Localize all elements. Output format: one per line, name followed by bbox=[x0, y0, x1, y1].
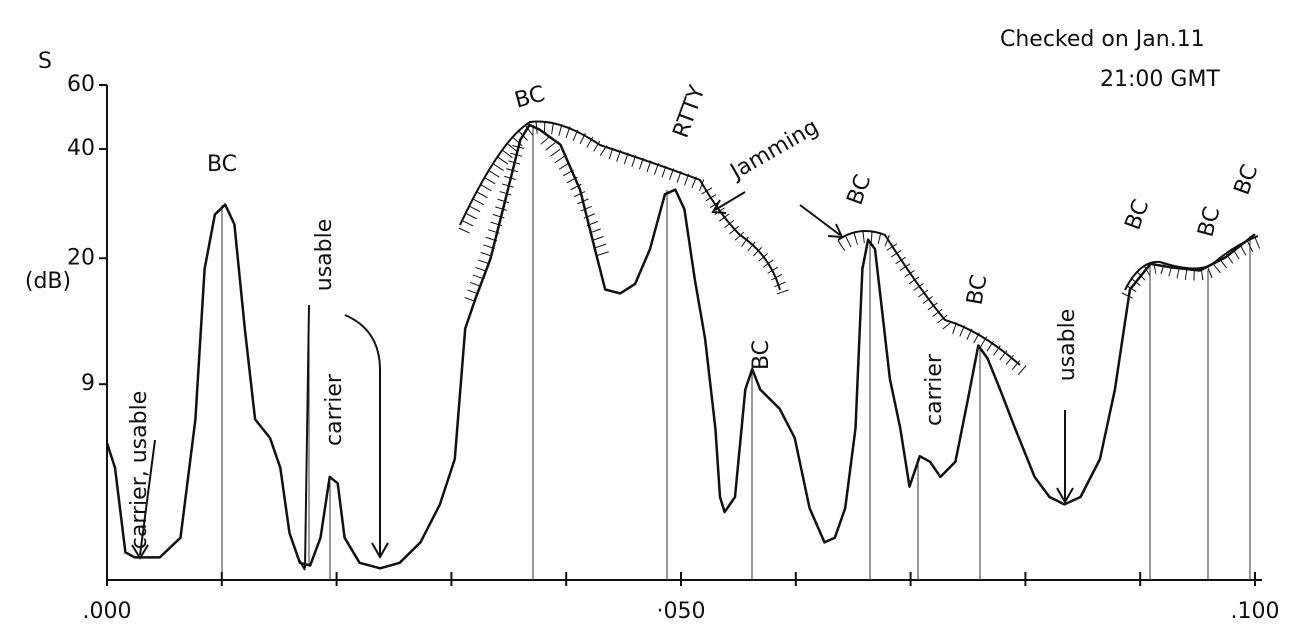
annotation: carrier bbox=[322, 373, 347, 446]
y-tick-label: 20 bbox=[67, 245, 95, 270]
annotation: carrier, usable bbox=[127, 391, 152, 549]
x-tick-label: .100 bbox=[1231, 599, 1280, 624]
peak-lines bbox=[221, 125, 1251, 580]
arrows bbox=[131, 191, 1074, 570]
y-unit: (dB) bbox=[25, 269, 71, 294]
note: 21:00 GMT bbox=[1100, 67, 1220, 92]
note: Checked on Jan.11 bbox=[1000, 27, 1205, 52]
annotation: BC bbox=[512, 82, 548, 114]
annotation: BC bbox=[1121, 196, 1155, 233]
spectrum-line bbox=[105, 123, 1256, 570]
y-tick-label: 40 bbox=[67, 136, 95, 161]
envelopes bbox=[458, 120, 1263, 376]
y-label: S bbox=[38, 49, 52, 74]
annotation: Jamming bbox=[725, 115, 823, 186]
x-tick-label: ·050 bbox=[657, 599, 706, 624]
annotation: BC bbox=[1230, 161, 1264, 198]
decorations bbox=[106, 85, 1263, 581]
annotation: carrier bbox=[922, 353, 947, 426]
y-tick-label: 60 bbox=[67, 72, 95, 97]
x-tick-label: .000 bbox=[83, 599, 132, 624]
annotation: RTTY bbox=[669, 82, 711, 141]
y-tick-label: 9 bbox=[81, 371, 95, 396]
annotation: BC bbox=[1194, 204, 1226, 240]
annotation: BC bbox=[963, 273, 993, 307]
annotation: BC bbox=[843, 171, 877, 208]
annotation: usable bbox=[1055, 309, 1080, 382]
annotation: BC bbox=[207, 152, 237, 177]
annotation: usable bbox=[312, 219, 337, 292]
annotation: BC bbox=[749, 340, 774, 370]
